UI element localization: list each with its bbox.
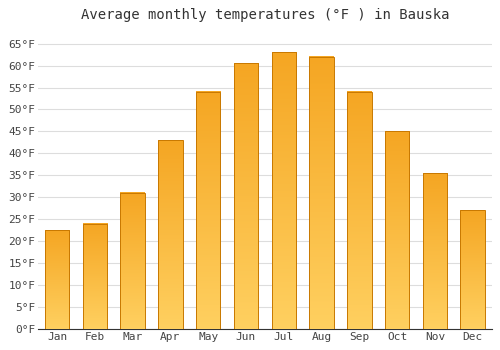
- Bar: [196, 92, 220, 329]
- Bar: [310, 57, 334, 329]
- Bar: [120, 193, 145, 329]
- Bar: [44, 230, 70, 329]
- Bar: [158, 140, 182, 329]
- Bar: [82, 224, 107, 329]
- Bar: [272, 52, 296, 329]
- Bar: [347, 92, 372, 329]
- Bar: [234, 63, 258, 329]
- Bar: [385, 131, 409, 329]
- Title: Average monthly temperatures (°F ) in Bauska: Average monthly temperatures (°F ) in Ba…: [80, 8, 449, 22]
- Bar: [460, 210, 485, 329]
- Bar: [422, 173, 448, 329]
